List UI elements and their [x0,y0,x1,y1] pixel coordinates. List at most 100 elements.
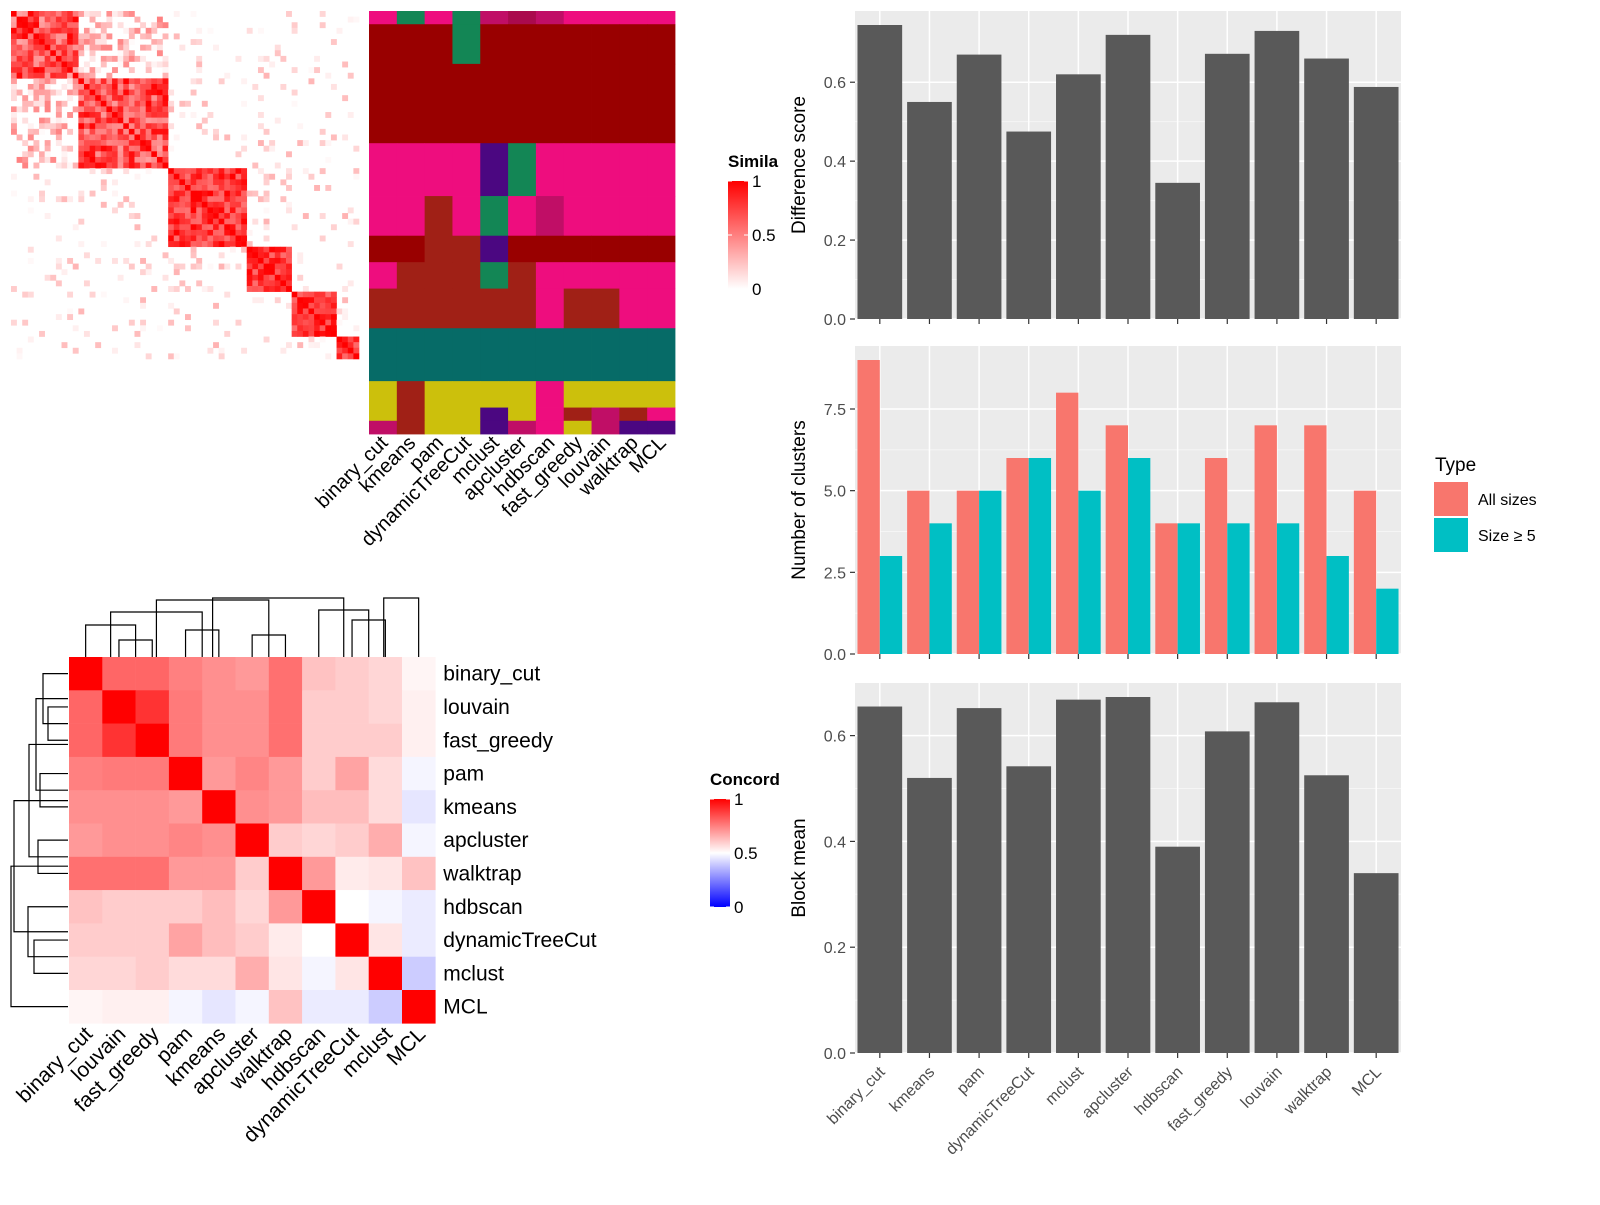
similarity-cell [302,291,309,298]
similarity-cell [173,168,180,175]
similarity-cell [280,347,287,354]
similarity-cell [22,11,29,17]
similarity-cell [201,286,208,292]
similarity-cell [61,342,68,349]
similarity-cell [168,207,175,214]
membership-cell [591,328,620,382]
similarity-cell [100,151,107,158]
similarity-cell [156,83,163,90]
membership-cell [591,143,620,197]
similarity-cell [263,336,270,343]
x-tick-label: pam [954,1064,988,1098]
concordance-cell [368,990,403,1024]
similarity-cell [145,134,152,141]
similarity-cell [44,179,51,186]
similarity-cell [50,44,57,51]
similarity-cell [128,128,135,135]
similarity-cell [314,342,321,349]
similarity-cell [196,201,203,208]
similarity-cell [286,257,292,264]
similarity-cell [308,319,315,326]
similarity-cell [11,112,17,118]
similarity-cell [11,22,17,29]
similarity-cell [201,196,208,203]
similarity-cell [201,218,208,225]
concordance-cell [368,956,403,991]
similarity-cell [140,55,147,62]
membership-cell [508,24,537,65]
similarity-cell [140,112,147,118]
similarity-cell [269,246,276,253]
similarity-cell [67,61,74,68]
similarity-cell [89,134,96,141]
similarity-cell [145,353,152,360]
similarity-cell [78,117,85,124]
similarity-cell [162,61,169,68]
similarity-cell [179,44,186,51]
similarity-cell [218,190,225,197]
concordance-cell [335,890,369,924]
similarity-cell [201,201,208,208]
similarity-cell [95,83,102,90]
similarity-cell [190,263,197,270]
similarity-cell [134,95,141,102]
similarity-cell [274,263,281,270]
similarity-cell [252,257,259,264]
similarity-cell [213,128,219,135]
similarity-cell [280,196,287,203]
similarity-cell [72,39,79,45]
similarity-cell [39,55,45,62]
similarity-cell [269,61,276,68]
similarity-cell [179,218,186,225]
similarity-cell [100,179,107,186]
bar [857,25,903,319]
similarity-cell [55,112,62,118]
similarity-cell [55,257,62,264]
similarity-cell [274,44,281,51]
similarity-cell [95,123,102,130]
similarity-cell [241,134,248,141]
similarity-cell [263,196,270,203]
similarity-cell [207,168,214,175]
similarity-cell [207,347,214,354]
similarity-cell [39,11,45,17]
similarity-cell [128,117,135,124]
membership-cell [480,407,509,422]
similarity-cell [134,151,141,158]
similarity-cell [207,112,214,118]
column-dendrogram [85,597,420,657]
similarity-cell [196,213,203,219]
similarity-cell [257,252,264,259]
similarity-cell [151,39,158,45]
concordance-cell [202,756,236,791]
similarity-cell [314,314,321,321]
similarity-cell [218,213,225,219]
concordance-cell [302,890,336,924]
concordance-cell [69,657,103,691]
similarity-cell [112,257,118,264]
similarity-cell [61,151,68,158]
membership-cell [480,235,509,263]
similarity-cell [173,353,180,360]
similarity-cell [257,67,264,74]
similarity-cell [145,27,152,34]
bar-size-ge5 [1078,490,1101,654]
similarity-cell [274,286,281,292]
membership-cell [480,24,509,65]
membership-cell [480,328,509,382]
similarity-cell [50,39,57,45]
y-tick-label: 0.0 [824,312,846,329]
similarity-cell [229,213,236,219]
similarity-cell [61,44,68,51]
similarity-cell [33,100,40,107]
similarity-cell [44,106,51,113]
similarity-cell [263,72,270,79]
concordance-cell [302,856,336,891]
similarity-cell [89,27,96,34]
similarity-cell [106,134,113,141]
bar [1006,766,1052,1053]
membership-cell [452,235,481,263]
concordance-cell [335,856,369,891]
similarity-cell [123,128,130,135]
